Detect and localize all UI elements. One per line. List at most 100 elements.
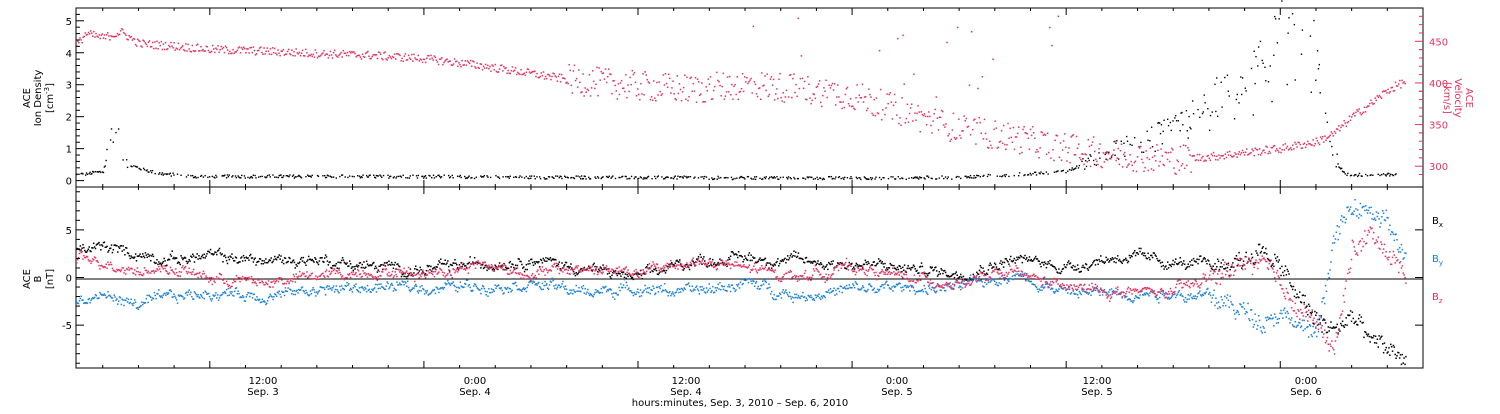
density-point — [1030, 173, 1031, 174]
density-point — [133, 165, 134, 166]
by-point — [1311, 336, 1313, 338]
velocity-point — [718, 81, 720, 83]
by-point — [1349, 209, 1351, 211]
velocity-point — [804, 81, 806, 83]
velocity-point — [765, 90, 767, 92]
density-point — [1393, 175, 1394, 176]
velocity-point — [233, 53, 235, 55]
velocity-point — [360, 56, 362, 58]
bx-point — [285, 258, 287, 260]
by-point — [694, 289, 696, 291]
by-point — [191, 296, 193, 298]
by-point — [1259, 320, 1261, 322]
by-point — [996, 282, 998, 284]
density-point — [143, 168, 144, 169]
velocity-point — [1311, 144, 1313, 146]
by-point — [187, 294, 189, 296]
velocity-point — [1145, 150, 1147, 152]
by-point — [467, 279, 469, 281]
bx-point — [204, 257, 206, 259]
by-point — [190, 292, 192, 294]
bx-point — [841, 262, 843, 264]
velocity-point — [506, 73, 508, 75]
velocity-point — [1227, 151, 1229, 153]
bx-point — [546, 260, 548, 262]
velocity-point — [720, 95, 722, 97]
velocity-point — [1385, 90, 1387, 92]
bx-point — [987, 274, 989, 276]
velocity-point — [1368, 105, 1370, 107]
bx-point — [809, 261, 811, 263]
velocity-point — [596, 67, 598, 69]
by-point — [546, 283, 548, 285]
velocity-point — [104, 34, 106, 36]
by-point — [791, 298, 793, 300]
bx-point — [875, 265, 877, 267]
velocity-point — [751, 92, 753, 94]
by-point — [741, 279, 743, 281]
by-point — [723, 289, 725, 291]
velocity-point — [316, 52, 318, 54]
bx-point — [623, 271, 625, 273]
density-point — [293, 174, 294, 175]
by-point — [706, 287, 708, 289]
bx-point — [156, 259, 158, 261]
velocity-point — [272, 47, 274, 49]
by-point — [1280, 310, 1282, 312]
velocity-point — [253, 46, 255, 48]
velocity-point — [1094, 151, 1096, 153]
density-point — [1361, 176, 1362, 177]
by-point — [601, 292, 603, 294]
density-point — [1270, 65, 1271, 66]
bx-point — [1014, 262, 1016, 264]
bx-point — [666, 270, 668, 272]
bx-point — [453, 262, 455, 264]
density-point — [469, 175, 470, 176]
density-point — [1024, 174, 1025, 175]
by-point — [566, 288, 568, 290]
density-point — [834, 178, 835, 179]
density-point — [1105, 154, 1106, 155]
velocity-point — [1181, 165, 1183, 167]
by-point — [196, 296, 198, 298]
velocity-point — [619, 94, 621, 96]
velocity-point — [623, 87, 625, 89]
velocity-point — [1201, 157, 1203, 159]
bx-point — [1350, 310, 1352, 312]
bx-point — [1394, 346, 1396, 348]
velocity-point — [937, 117, 939, 119]
velocity-point — [107, 32, 109, 34]
by-point — [176, 299, 178, 301]
bx-point — [102, 245, 104, 247]
bx-point — [1078, 268, 1080, 270]
velocity-point — [589, 74, 591, 76]
by-point — [811, 297, 813, 299]
bx-point — [1241, 267, 1243, 269]
velocity-point — [784, 101, 786, 103]
by-point — [833, 288, 835, 290]
bx-point — [647, 264, 649, 266]
by-point — [772, 297, 774, 299]
by-point — [1338, 226, 1340, 228]
by-point — [89, 302, 91, 304]
density-point — [793, 177, 794, 178]
by-point — [1015, 273, 1017, 275]
by-point — [266, 303, 268, 305]
bx-point — [794, 255, 796, 256]
velocity-point — [943, 124, 945, 126]
bx-point — [1198, 259, 1200, 261]
bx-point — [377, 271, 379, 273]
velocity-point — [611, 93, 613, 95]
bx-point — [245, 260, 247, 262]
by-point — [933, 290, 935, 292]
by-point — [1004, 280, 1006, 282]
bx-point — [1369, 341, 1371, 343]
bx-point — [789, 257, 791, 259]
velocity-point — [136, 45, 138, 47]
by-point — [141, 301, 143, 303]
velocity-point — [760, 99, 762, 101]
density-point — [850, 176, 851, 177]
bx-point — [413, 272, 415, 274]
velocity-point — [88, 32, 90, 34]
bx-point — [428, 265, 430, 267]
